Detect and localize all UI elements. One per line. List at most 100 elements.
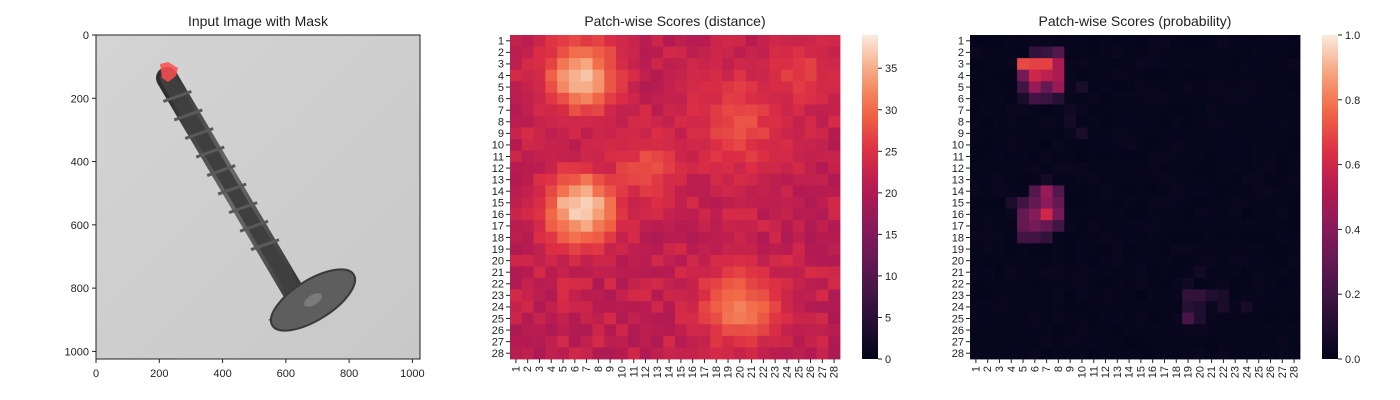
heatmap-y-tick-label: 12 — [952, 163, 964, 175]
heatmap-y-tick-label: 4 — [498, 70, 504, 82]
heatmap-cell — [698, 104, 711, 117]
heatmap-cell — [568, 150, 582, 163]
heatmap-cell — [970, 347, 983, 360]
heatmap-cell — [627, 81, 641, 94]
heatmap-cell — [769, 324, 782, 337]
colorbar-tick-label: 5 — [885, 312, 891, 324]
heatmap-cell — [1158, 324, 1171, 337]
heatmap-cell — [639, 150, 652, 163]
heatmap-cell — [1158, 81, 1171, 94]
heatmap-cell — [1288, 150, 1301, 163]
heatmap-cell — [1123, 127, 1136, 140]
heatmap-cell — [1264, 347, 1277, 360]
heatmap-cell — [1205, 208, 1218, 221]
heatmap-cell — [1052, 150, 1065, 163]
heatmap-cell — [1064, 185, 1077, 198]
heatmap-cell — [545, 173, 558, 186]
heatmap-cell — [745, 208, 758, 221]
heatmap-cell — [1288, 324, 1301, 337]
heatmap-cell — [981, 92, 994, 105]
heatmap-cell — [781, 81, 794, 94]
heatmap-cell — [651, 312, 664, 325]
heatmap-cell — [792, 335, 806, 348]
heatmap-cell — [828, 46, 841, 59]
heatmap-cell — [592, 231, 605, 244]
colorbar-tick-label: 1.0 — [1345, 30, 1360, 42]
heatmap-cell — [1182, 324, 1195, 337]
heatmap-cell — [1005, 208, 1018, 221]
heatmap-cell — [710, 312, 723, 325]
heatmap-cell — [1241, 46, 1254, 59]
heatmap-cell — [651, 289, 664, 302]
heatmap-cell — [1087, 301, 1101, 314]
heatmap-cell — [604, 324, 617, 337]
heatmap-cell — [1076, 58, 1089, 71]
heatmap-cell — [970, 127, 983, 140]
heatmap-cell — [1135, 335, 1148, 348]
heatmap-cell — [816, 81, 829, 94]
heatmap-cell — [1217, 335, 1230, 348]
heatmap-cell — [545, 289, 558, 302]
heatmap-cell — [651, 46, 664, 59]
heatmap-cell — [722, 139, 735, 152]
heatmap-cell — [1229, 150, 1242, 163]
heatmap-y-tick-label: 3 — [498, 59, 504, 71]
heatmap-cell — [1040, 289, 1053, 302]
heatmap-cell — [733, 289, 747, 302]
heatmap-cell — [1135, 69, 1148, 82]
heatmap-cell — [1276, 254, 1289, 267]
heatmap-cell — [1241, 197, 1254, 209]
heatmap-cell — [1193, 58, 1207, 71]
heatmap-cell — [1229, 335, 1242, 348]
heatmap-cell — [1276, 289, 1289, 302]
colorbar-tick-label: 0.6 — [1345, 160, 1360, 172]
heatmap-cell — [568, 301, 582, 314]
heatmap-cell — [1135, 127, 1148, 140]
heatmap-cell — [1276, 185, 1289, 198]
heatmap-cell — [1052, 104, 1065, 117]
heatmap-cell — [1087, 278, 1101, 290]
heatmap-cell — [1099, 197, 1112, 209]
probability-heatmap-x-ticks: 1 2 3 4 5 6 7 8 9 10 11 12 13 14 15 16 17 18 19 20 21 22 23 24 2… — [970, 359, 1301, 378]
heatmap-cell — [769, 278, 782, 290]
heatmap-cell — [686, 116, 699, 128]
heatmap-cell — [1135, 197, 1148, 209]
heatmap-cell — [1170, 35, 1183, 47]
heatmap-cell — [675, 185, 688, 198]
heatmap-cell — [1276, 69, 1289, 82]
heatmap-cell — [510, 69, 523, 82]
heatmap-cell — [1135, 324, 1148, 337]
heatmap-cell — [557, 312, 570, 325]
heatmap-cell — [1229, 231, 1242, 244]
heatmap-cell — [1111, 185, 1124, 198]
heatmap-cell — [592, 150, 605, 163]
heatmap-cell — [663, 150, 676, 163]
heatmap-cell — [981, 116, 994, 128]
heatmap-cell — [1099, 220, 1112, 233]
heatmap-y-tick-label: 20 — [492, 255, 504, 267]
heatmap-cell — [627, 162, 641, 175]
heatmap-y-tick-label: 2 — [958, 47, 964, 59]
heatmap-cell — [781, 231, 794, 244]
heatmap-cell — [1028, 185, 1042, 198]
heatmap-cell — [1252, 92, 1266, 105]
heatmap-cell — [1288, 197, 1301, 209]
heatmap-cell — [1252, 254, 1266, 267]
heatmap-cell — [533, 289, 546, 302]
image-frame — [95, 34, 421, 360]
heatmap-cell — [1252, 46, 1266, 59]
heatmap-cell — [1276, 127, 1289, 140]
heatmap-cell — [521, 208, 534, 221]
heatmap-cell — [1264, 278, 1277, 290]
heatmap-y-tick-label: 25 — [952, 313, 964, 325]
heatmap-cell — [816, 301, 829, 314]
heatmap-x-tick-label: 25 — [793, 366, 805, 378]
colorbar-tick-label: 30 — [885, 105, 897, 117]
heatmap-cell — [580, 185, 593, 198]
heatmap-cell — [993, 139, 1006, 152]
heatmap-cell — [663, 69, 676, 82]
heatmap-cell — [828, 266, 841, 279]
heatmap-cell — [981, 150, 994, 163]
heatmap-cell — [757, 46, 770, 59]
heatmap-cell — [686, 243, 699, 256]
